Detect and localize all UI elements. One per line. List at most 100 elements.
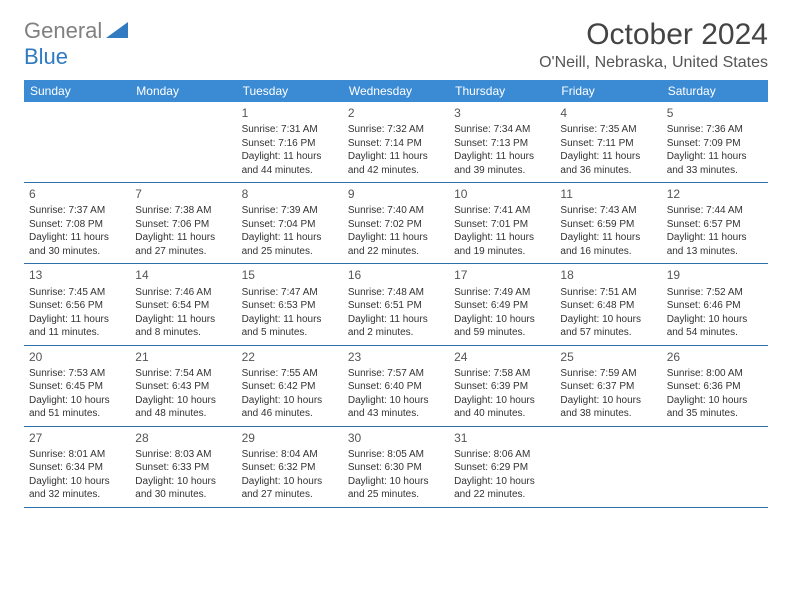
daylight-text: Daylight: 11 hours	[560, 231, 656, 245]
sunset-text: Sunset: 7:08 PM	[29, 218, 125, 232]
week-row: 20Sunrise: 7:53 AMSunset: 6:45 PMDayligh…	[24, 346, 768, 427]
daylight-text: Daylight: 10 hours	[135, 475, 231, 489]
day-number: 12	[667, 186, 763, 202]
sunset-text: Sunset: 7:11 PM	[560, 137, 656, 151]
day-header: Tuesday	[237, 80, 343, 102]
day-cell: 26Sunrise: 8:00 AMSunset: 6:36 PMDayligh…	[662, 346, 768, 426]
daylight-text: and 16 minutes.	[560, 245, 656, 259]
daylight-text: Daylight: 11 hours	[242, 231, 338, 245]
day-cell: 4Sunrise: 7:35 AMSunset: 7:11 PMDaylight…	[555, 102, 661, 182]
day-number: 30	[348, 430, 444, 446]
day-number: 20	[29, 349, 125, 365]
daylight-text: Daylight: 10 hours	[29, 394, 125, 408]
daylight-text: and 30 minutes.	[29, 245, 125, 259]
daylight-text: and 30 minutes.	[135, 488, 231, 502]
day-cell: 18Sunrise: 7:51 AMSunset: 6:48 PMDayligh…	[555, 264, 661, 344]
daylight-text: and 22 minutes.	[348, 245, 444, 259]
sunrise-text: Sunrise: 7:38 AM	[135, 204, 231, 218]
day-cell: 3Sunrise: 7:34 AMSunset: 7:13 PMDaylight…	[449, 102, 555, 182]
day-cell	[555, 427, 661, 507]
sunset-text: Sunset: 7:14 PM	[348, 137, 444, 151]
title-block: October 2024 O'Neill, Nebraska, United S…	[539, 18, 768, 72]
sunrise-text: Sunrise: 8:05 AM	[348, 448, 444, 462]
daylight-text: Daylight: 10 hours	[135, 394, 231, 408]
daylight-text: Daylight: 11 hours	[348, 231, 444, 245]
daylight-text: Daylight: 11 hours	[135, 313, 231, 327]
daylight-text: Daylight: 11 hours	[135, 231, 231, 245]
day-number: 23	[348, 349, 444, 365]
sunrise-text: Sunrise: 7:31 AM	[242, 123, 338, 137]
sunset-text: Sunset: 6:40 PM	[348, 380, 444, 394]
day-cell: 6Sunrise: 7:37 AMSunset: 7:08 PMDaylight…	[24, 183, 130, 263]
day-number: 26	[667, 349, 763, 365]
day-number: 8	[242, 186, 338, 202]
day-number: 21	[135, 349, 231, 365]
sunset-text: Sunset: 6:29 PM	[454, 461, 550, 475]
sunrise-text: Sunrise: 7:45 AM	[29, 286, 125, 300]
day-cell: 23Sunrise: 7:57 AMSunset: 6:40 PMDayligh…	[343, 346, 449, 426]
day-number: 22	[242, 349, 338, 365]
daylight-text: and 25 minutes.	[348, 488, 444, 502]
day-header: Friday	[555, 80, 661, 102]
day-number: 10	[454, 186, 550, 202]
sunrise-text: Sunrise: 8:06 AM	[454, 448, 550, 462]
daylight-text: Daylight: 11 hours	[29, 313, 125, 327]
daylight-text: and 51 minutes.	[29, 407, 125, 421]
sunset-text: Sunset: 6:32 PM	[242, 461, 338, 475]
day-header-row: SundayMondayTuesdayWednesdayThursdayFrid…	[24, 80, 768, 102]
daylight-text: Daylight: 10 hours	[560, 394, 656, 408]
daylight-text: and 2 minutes.	[348, 326, 444, 340]
day-cell	[130, 102, 236, 182]
daylight-text: and 44 minutes.	[242, 164, 338, 178]
day-number: 29	[242, 430, 338, 446]
day-number: 1	[242, 105, 338, 121]
day-number: 31	[454, 430, 550, 446]
logo-text-blue: Blue	[24, 44, 68, 69]
daylight-text: and 32 minutes.	[29, 488, 125, 502]
day-number: 15	[242, 267, 338, 283]
day-cell: 20Sunrise: 7:53 AMSunset: 6:45 PMDayligh…	[24, 346, 130, 426]
week-row: 6Sunrise: 7:37 AMSunset: 7:08 PMDaylight…	[24, 183, 768, 264]
daylight-text: Daylight: 11 hours	[454, 231, 550, 245]
day-cell: 14Sunrise: 7:46 AMSunset: 6:54 PMDayligh…	[130, 264, 236, 344]
day-number: 19	[667, 267, 763, 283]
sunrise-text: Sunrise: 8:04 AM	[242, 448, 338, 462]
day-number: 2	[348, 105, 444, 121]
daylight-text: and 46 minutes.	[242, 407, 338, 421]
daylight-text: Daylight: 11 hours	[667, 150, 763, 164]
sunrise-text: Sunrise: 7:58 AM	[454, 367, 550, 381]
day-number: 11	[560, 186, 656, 202]
daylight-text: Daylight: 11 hours	[454, 150, 550, 164]
sunrise-text: Sunrise: 7:55 AM	[242, 367, 338, 381]
week-row: 27Sunrise: 8:01 AMSunset: 6:34 PMDayligh…	[24, 427, 768, 508]
daylight-text: and 35 minutes.	[667, 407, 763, 421]
day-header: Wednesday	[343, 80, 449, 102]
logo: General	[24, 18, 130, 44]
sunrise-text: Sunrise: 7:48 AM	[348, 286, 444, 300]
day-number: 7	[135, 186, 231, 202]
daylight-text: and 25 minutes.	[242, 245, 338, 259]
day-cell: 22Sunrise: 7:55 AMSunset: 6:42 PMDayligh…	[237, 346, 343, 426]
daylight-text: and 33 minutes.	[667, 164, 763, 178]
day-header: Thursday	[449, 80, 555, 102]
sunset-text: Sunset: 6:48 PM	[560, 299, 656, 313]
day-cell: 12Sunrise: 7:44 AMSunset: 6:57 PMDayligh…	[662, 183, 768, 263]
sunrise-text: Sunrise: 7:41 AM	[454, 204, 550, 218]
daylight-text: and 5 minutes.	[242, 326, 338, 340]
day-cell: 1Sunrise: 7:31 AMSunset: 7:16 PMDaylight…	[237, 102, 343, 182]
sunrise-text: Sunrise: 7:59 AM	[560, 367, 656, 381]
logo-blue-row: Blue	[24, 44, 68, 70]
daylight-text: Daylight: 11 hours	[242, 313, 338, 327]
sunrise-text: Sunrise: 8:00 AM	[667, 367, 763, 381]
daylight-text: Daylight: 10 hours	[454, 313, 550, 327]
sunset-text: Sunset: 6:39 PM	[454, 380, 550, 394]
daylight-text: Daylight: 11 hours	[29, 231, 125, 245]
day-cell	[662, 427, 768, 507]
sunset-text: Sunset: 6:34 PM	[29, 461, 125, 475]
day-number: 3	[454, 105, 550, 121]
day-cell: 27Sunrise: 8:01 AMSunset: 6:34 PMDayligh…	[24, 427, 130, 507]
daylight-text: Daylight: 10 hours	[454, 394, 550, 408]
day-cell: 31Sunrise: 8:06 AMSunset: 6:29 PMDayligh…	[449, 427, 555, 507]
sunrise-text: Sunrise: 7:46 AM	[135, 286, 231, 300]
daylight-text: Daylight: 11 hours	[560, 150, 656, 164]
